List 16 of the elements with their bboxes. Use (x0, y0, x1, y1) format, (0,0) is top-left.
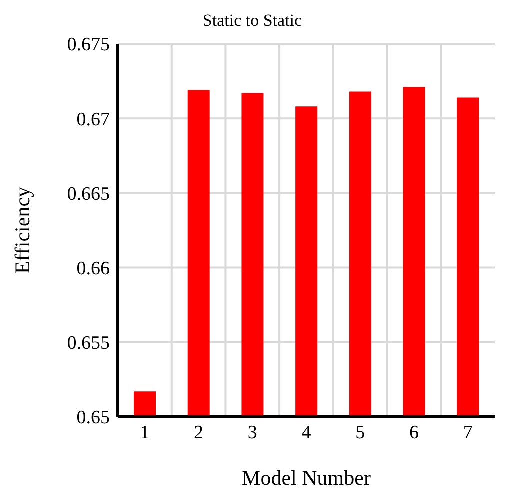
chart-title: Static to Static (202, 10, 304, 32)
y-tick-label: 0.67 (76, 109, 110, 130)
x-tick-label: 5 (356, 422, 366, 444)
y-tick-label: 0.665 (67, 184, 110, 205)
x-tick-label: 3 (248, 422, 258, 444)
y-tick-label: 0.65 (76, 408, 110, 429)
x-tick-label: 1 (140, 422, 150, 444)
x-tick-label: 7 (463, 422, 473, 444)
y-tick-label: 0.655 (67, 333, 110, 354)
x-tick-label: 6 (409, 422, 419, 444)
x-tick-label: 4 (302, 422, 312, 444)
y-axis-title: Efficiency (10, 186, 34, 274)
x-tick-label: 2 (194, 422, 204, 444)
y-tick-label: 0.675 (67, 34, 110, 56)
x-axis-title: Model Number (242, 466, 371, 490)
y-tick-label: 0.66 (76, 258, 110, 280)
